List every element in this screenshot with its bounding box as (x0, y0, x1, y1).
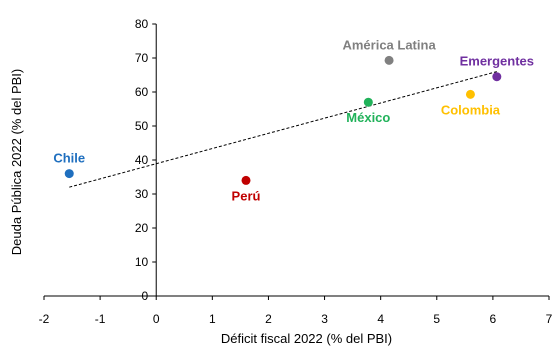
y-tick-label: 60 (135, 85, 149, 99)
data-point (64, 169, 74, 179)
data-point (363, 97, 373, 107)
y-tick-label: 40 (135, 153, 149, 167)
data-point-label: México (346, 110, 390, 125)
x-tick-label: 3 (321, 312, 328, 326)
y-tick-label: 10 (135, 255, 149, 269)
y-tick-label: 20 (135, 221, 149, 235)
data-point-label: Perú (232, 188, 261, 203)
y-tick-label: 0 (142, 289, 149, 303)
data-points: Chile Perú México América Latina Colombia Eme… (53, 37, 534, 203)
data-point-label: América Latina (342, 37, 436, 52)
x-tick-label: 0 (153, 312, 160, 326)
y-tick-label: 30 (135, 187, 149, 201)
x-tick-label: 5 (433, 312, 440, 326)
data-point-label: Colombia (441, 102, 501, 117)
y-tick-label: 80 (135, 17, 149, 31)
data-point (241, 175, 251, 185)
x-tick-label: 7 (546, 312, 553, 326)
y-tick-label: 50 (135, 119, 149, 133)
x-axis-title: Déficit fiscal 2022 (% del PBI) (221, 331, 392, 346)
x-tick-label: 2 (265, 312, 272, 326)
data-point (465, 89, 475, 99)
axes: 0 10 20 30 40 50 60 70 80 -2 -1 0 1 2 3 4 5 6 7 (39, 17, 553, 326)
y-tick-label: 70 (135, 51, 149, 65)
x-tick-label: 1 (209, 312, 216, 326)
x-tick-label: 4 (377, 312, 384, 326)
data-point (492, 72, 502, 82)
y-axis-title: Deuda Pública 2022 (% del PBI) (9, 69, 24, 255)
data-point-label: Chile (53, 151, 85, 166)
x-tick-label: -1 (95, 312, 106, 326)
trendline (69, 71, 497, 188)
data-point (384, 55, 394, 65)
x-tick-label: 6 (490, 312, 497, 326)
data-point-label: Emergentes (460, 54, 534, 69)
x-tick-label: -2 (39, 312, 50, 326)
trendline-group (69, 71, 497, 188)
